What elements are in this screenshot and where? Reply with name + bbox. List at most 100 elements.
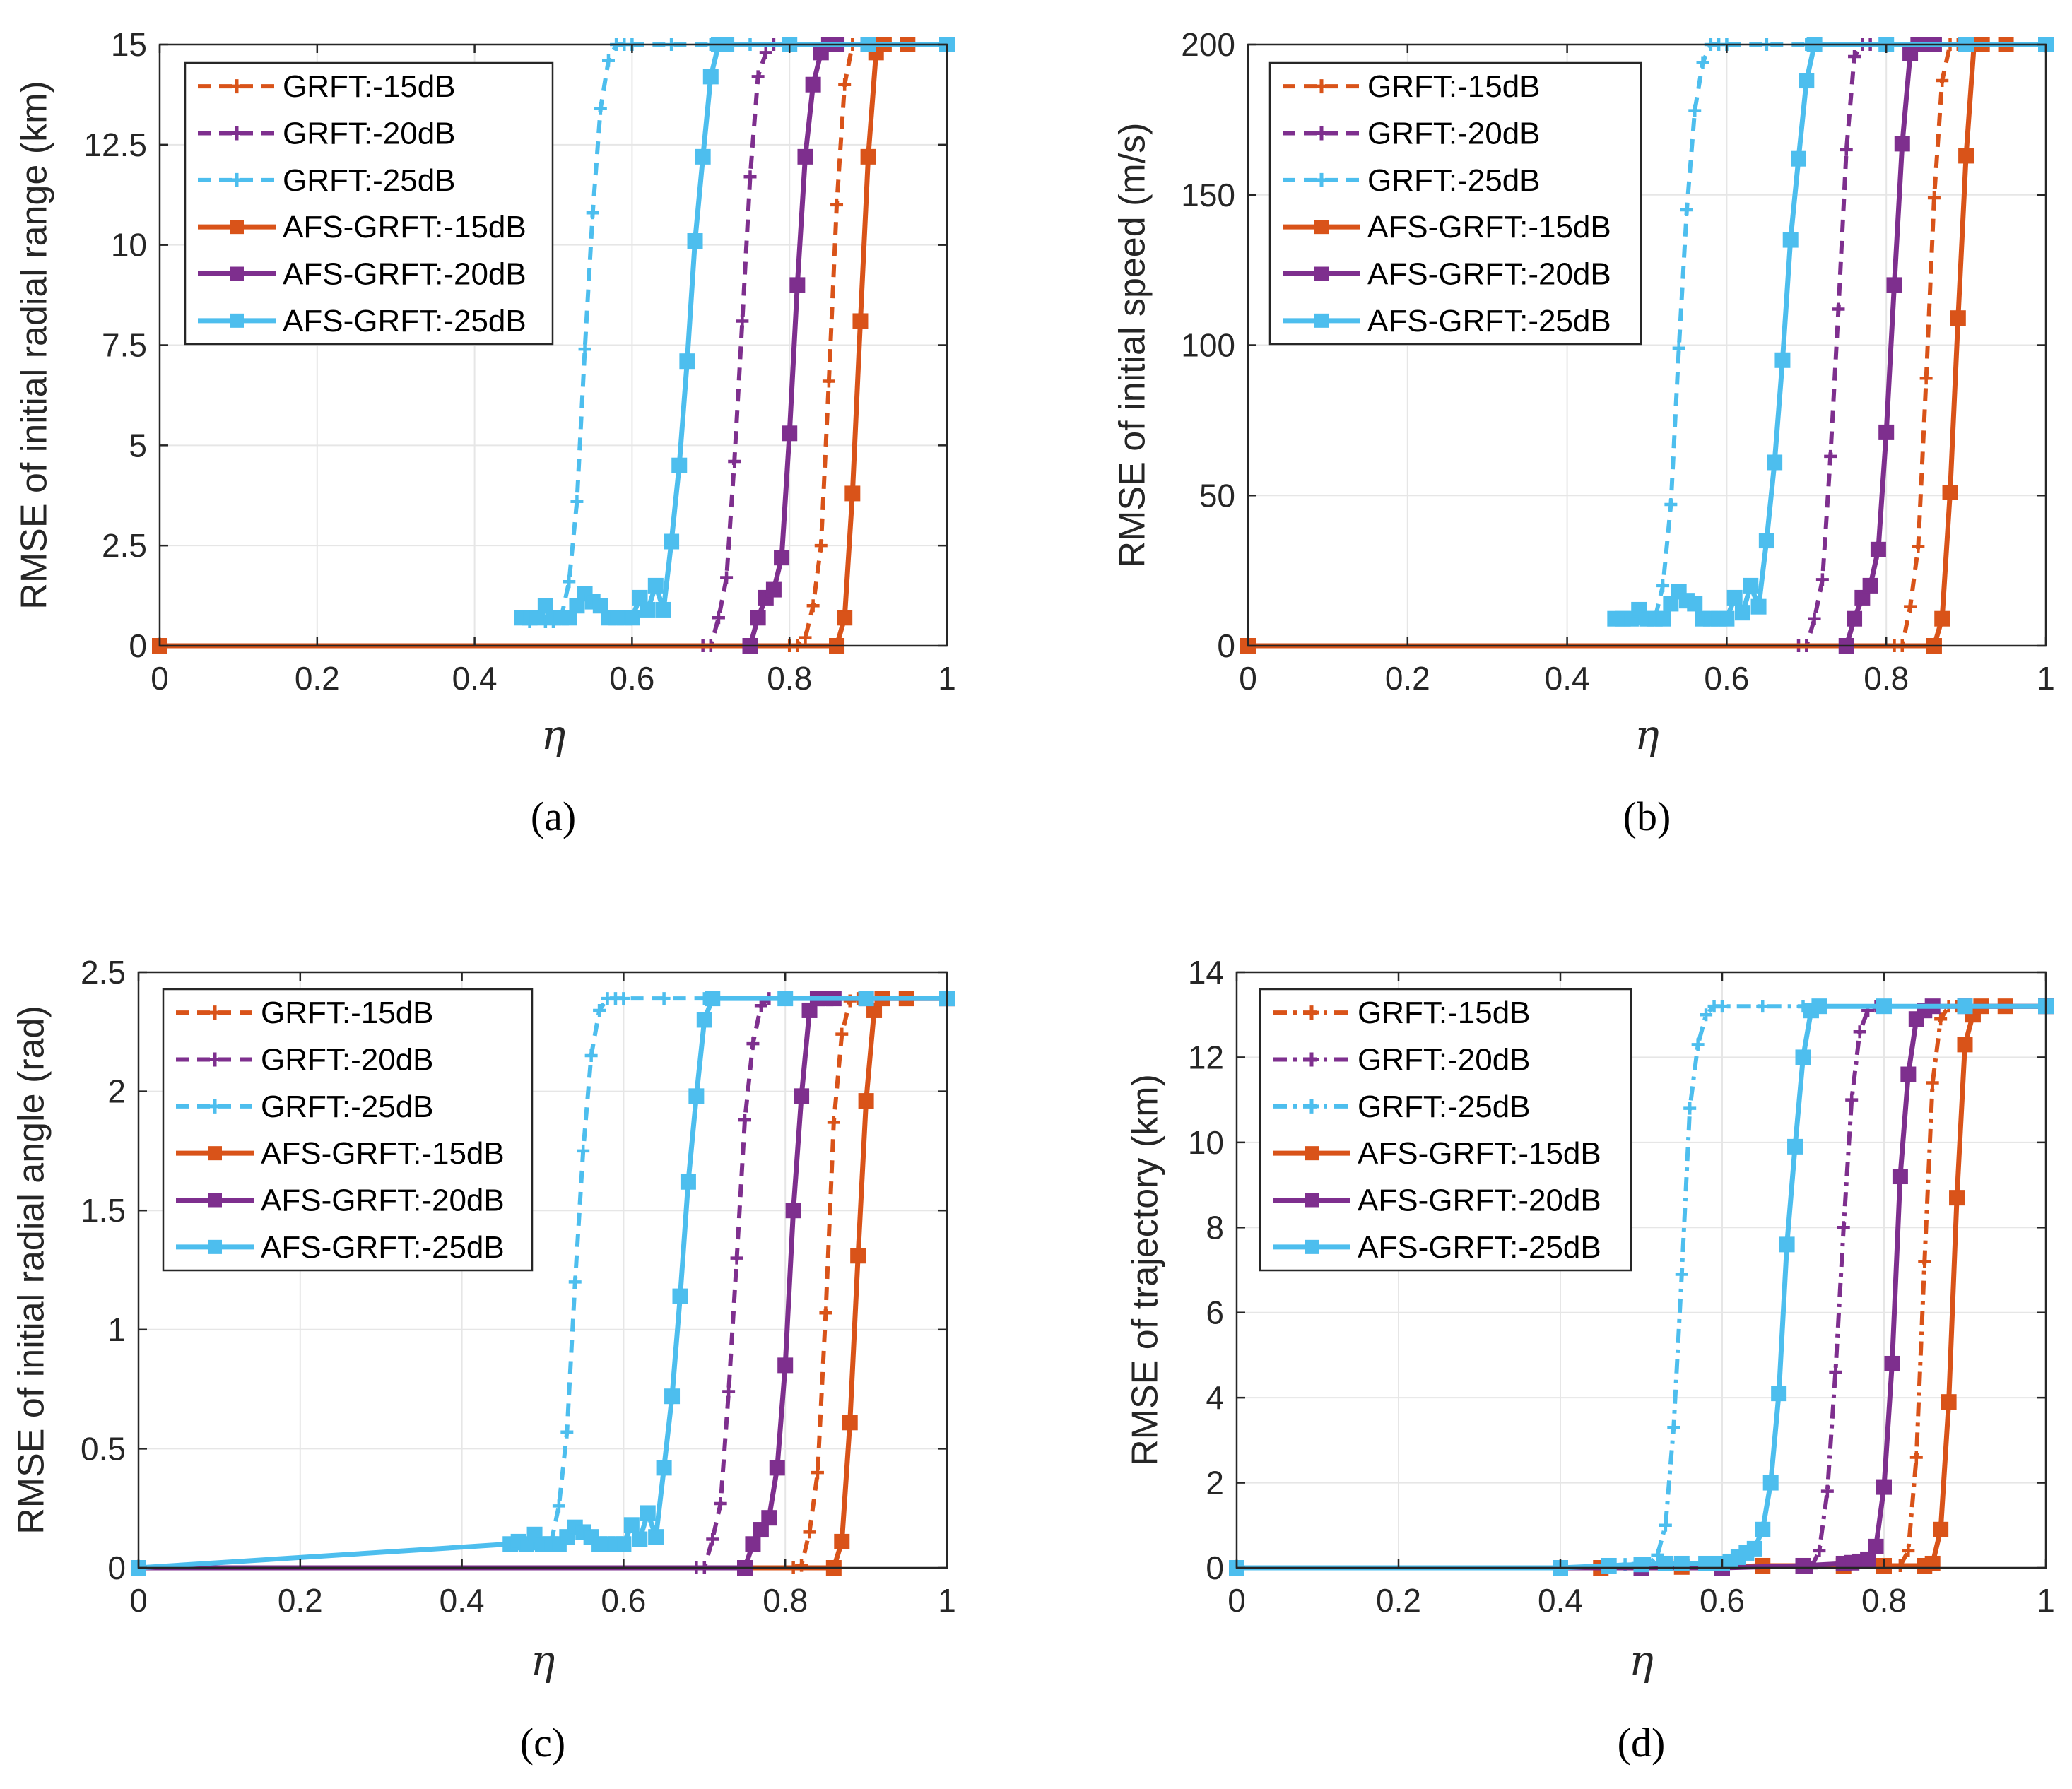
data-point [1808,612,1821,625]
legend-marker [208,1239,222,1254]
x-tick-label: 0.8 [1864,660,1909,697]
y-tick-label: 150 [1181,177,1235,213]
data-point [1912,540,1925,553]
data-point [640,1505,656,1521]
data-point [671,457,688,473]
data-point [560,1425,574,1439]
x-tick-label: 0.6 [609,660,654,697]
data-point [722,1385,736,1398]
data-point [623,1517,640,1533]
data-point [1862,577,1878,594]
data-point [1933,1521,1949,1537]
data-point [712,611,725,625]
legend-marker [1305,1146,1319,1161]
axes-box [137,971,948,1569]
data-point [838,78,852,91]
data-point [680,1174,696,1190]
legend-label: GRFT:-15dB [261,996,434,1030]
data-point [1815,573,1829,586]
y-tick-label: 0 [1217,627,1235,664]
x-axis-label: η [541,711,566,759]
data-point [1726,589,1743,606]
data-point [1691,1038,1705,1051]
legend: GRFT:-15dB GRFT:-20dB GRFT:-25dB AFS-GRFT:-… [162,988,534,1272]
y-axis-label: RMSE of initial speed (m/s) [1112,123,1153,568]
y-tick-label: 6 [1206,1294,1224,1331]
y-tick-label: 50 [1199,477,1235,514]
data-point [1832,302,1845,316]
data-point [1688,104,1702,117]
data-point [759,46,772,59]
data-point [1656,579,1670,592]
data-point [1876,998,1892,1015]
data-point [1870,541,1886,557]
x-tick-label: 0.4 [440,1582,485,1619]
data-point [858,1093,874,1109]
data-point [785,1203,801,1219]
x-tick-label: 1 [938,660,956,697]
data-point [794,1088,810,1104]
series-group [131,991,955,1576]
data-point [570,495,584,508]
data-point [1926,1076,1939,1090]
axes-box [1235,971,2047,1569]
legend-label: AFS-GRFT:-15dB [1367,210,1611,244]
data-point [1758,533,1774,549]
legend-marker [1314,126,1329,141]
data-point [801,1002,818,1018]
data-point [753,1522,769,1538]
data-point [1716,1000,1729,1013]
data-point [594,102,607,115]
subfigure-caption: (b) [1623,793,1671,839]
data-point [664,533,680,550]
data-point [696,1012,712,1028]
legend: GRFT:-15dB GRFT:-20dB GRFT:-25dB AFS-GRFT:-… [184,61,554,346]
data-point [1719,610,1735,627]
data-point [1941,1394,1957,1410]
data-point [1950,310,1966,326]
legend: GRFT:-15dB GRFT:-20dB GRFT:-25dB AFS-GRFT:-… [1259,988,1632,1272]
legend-marker [1314,266,1329,281]
x-tick-label: 0 [1239,660,1257,697]
legend-box [1259,988,1632,1272]
legend-label: AFS-GRFT:-20dB [1367,257,1611,292]
data-point [803,1525,816,1539]
y-tick-label: 4 [1206,1379,1224,1416]
data-point [1958,148,1974,164]
y-tick-label: 2.5 [102,527,147,564]
x-tick-label: 0.2 [278,1582,323,1619]
data-point [782,425,798,442]
data-point [1904,600,1917,613]
subfigure-caption: (a) [531,793,576,839]
y-tick-label: 5 [129,427,147,464]
data-point [702,69,719,85]
data-point [1868,1538,1884,1554]
data-point [714,1496,727,1510]
data-point [728,455,741,468]
data-point [1743,577,1759,594]
data-point [1886,277,1902,293]
data-point [569,598,585,614]
data-point [656,1460,672,1476]
legend-label: GRFT:-15dB [283,69,456,104]
data-point [1811,998,1827,1015]
y-tick-label: 1 [107,1311,126,1348]
data-point [584,1049,598,1063]
data-point [1848,50,1861,64]
data-point [1787,1138,1803,1155]
data-point [745,1536,761,1552]
chart-c: 0 0.2 0.4 0.6 0.8 1 0 0.5 1 1.5 2 2.5 RMSE of initia… [11,954,956,1766]
data-point [1756,1000,1770,1013]
x-tick-label: 0.2 [1376,1582,1421,1619]
x-tick-label: 0.8 [767,660,812,697]
legend-label: AFS-GRFT:-15dB [283,210,526,244]
y-tick-label: 8 [1206,1209,1224,1246]
legend-marker [1305,1193,1319,1208]
legend-label: AFS-GRFT:-25dB [1367,304,1611,338]
data-point [695,148,711,165]
subfigure-caption: (c) [520,1720,565,1766]
data-point [1876,1479,1892,1495]
data-point [860,148,876,165]
data-point [655,601,671,618]
